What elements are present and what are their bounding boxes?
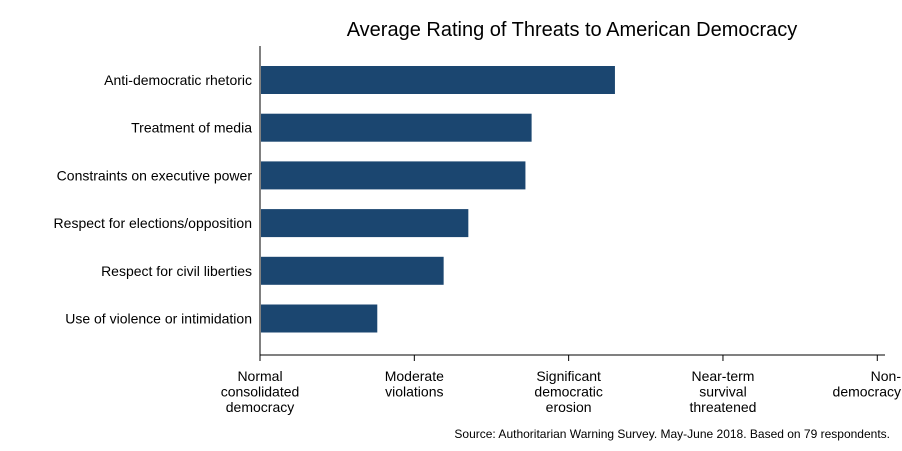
bar-3 [261, 209, 469, 238]
chart-title: Average Rating of Threats to American De… [347, 19, 798, 41]
x-tick-label-0: Normal consolidated democracy [221, 368, 300, 415]
category-label-5: Use of violence or intimidation [65, 311, 252, 327]
bar-4 [261, 256, 444, 285]
x-tick-label-4: Non-democracy [833, 368, 902, 400]
x-tick-label-3: Near-term survival threatened [689, 368, 756, 415]
x-tick-label-1: Moderate violations [385, 368, 444, 400]
bar-2 [261, 161, 526, 190]
category-labels: Anti-democratic rhetoric Treatment of med… [54, 72, 253, 327]
category-label-1: Treatment of media [131, 120, 252, 136]
bar-5 [261, 304, 378, 333]
bars-group [261, 66, 615, 333]
x-axis-ticks: Normal consolidated democracy Moderate viola… [221, 355, 902, 415]
category-label-2: Constraints on executive power [57, 167, 253, 183]
bar-1 [261, 113, 532, 142]
bar-0 [261, 66, 615, 94]
x-tick-label-2: Significant democratic erosion [534, 368, 602, 415]
category-label-0: Anti-democratic rhetoric [104, 72, 252, 88]
source-note: Source: Authoritarian Warning Survey. Ma… [454, 427, 890, 441]
category-label-3: Respect for elections/opposition [54, 215, 252, 231]
category-label-4: Respect for civil liberties [101, 263, 252, 279]
